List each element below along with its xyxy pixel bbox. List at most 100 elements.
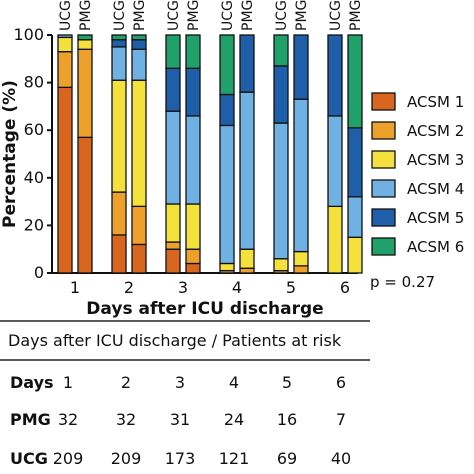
plot-area: 0 20 40 60 80 100 Percentage (%) Days after ICU… <box>0 0 364 319</box>
legend-label: ACSM 4 <box>407 180 464 198</box>
legend-label: ACSM 6 <box>407 238 464 256</box>
bar-group-label-ucg: UCG <box>166 0 182 31</box>
bar-segment-acsm-4-ucg-day-3 <box>165 110 181 205</box>
x-tick-label: 4 <box>232 278 242 297</box>
bar-segment-acsm-1-ucg-day-3 <box>165 248 181 274</box>
bar-segment-acsm-2-pmg-day-2 <box>131 205 147 246</box>
bar-segment-acsm-1-ucg-day-2 <box>111 234 127 274</box>
x-axis-title: Days after ICU discharge <box>86 299 323 319</box>
bar-group-label-pmg: PMG <box>348 0 364 31</box>
bar-segment-acsm-6-pmg-day-1 <box>77 34 93 41</box>
table-cell: 209 <box>111 449 142 468</box>
table-cell: 5 <box>282 373 292 392</box>
bar-segment-acsm-3-pmg-day-3 <box>185 203 201 250</box>
bar-group-label-pmg: PMG <box>240 0 256 31</box>
bar-group-label-ucg: UCG <box>112 0 128 31</box>
table-cell: 40 <box>331 449 351 468</box>
bar-segment-acsm-6-ucg-day-2 <box>111 34 127 41</box>
bar-segment-acsm-4-pmg-day-4 <box>239 91 255 250</box>
legend-swatch <box>371 208 396 227</box>
table-cell: 16 <box>277 410 297 429</box>
bar-segment-acsm-1-pmg-day-2 <box>131 243 147 274</box>
table-row-header: Days <box>10 373 54 392</box>
bar-segment-acsm-1-pmg-day-3 <box>185 262 201 274</box>
table-cell: 24 <box>224 410 244 429</box>
bar-segment-acsm-4-pmg-day-3 <box>185 115 201 205</box>
y-tick-label: 80 <box>24 73 44 92</box>
y-axis-title: Percentage (%) <box>0 80 20 228</box>
bar-segment-acsm-3-pmg-day-5 <box>293 250 309 267</box>
bar-segment-acsm-2-ucg-day-1 <box>57 51 73 89</box>
bar-segment-acsm-3-ucg-day-1 <box>57 36 73 53</box>
bar-group-label-ucg: UCG <box>328 0 344 31</box>
bar-segment-acsm-4-ucg-day-5 <box>273 122 289 260</box>
legend-label: ACSM 1 <box>407 93 464 111</box>
bar-group-label-pmg: PMG <box>186 0 202 31</box>
bar-segment-acsm-4-pmg-day-6 <box>347 196 363 238</box>
table-row-header: UCG <box>10 449 48 468</box>
bar-segment-acsm-2-ucg-day-2 <box>111 191 127 236</box>
bar-segment-acsm-4-ucg-day-6 <box>327 115 343 208</box>
bar-segment-acsm-2-pmg-day-3 <box>185 248 201 265</box>
table-row-header: PMG <box>10 410 51 429</box>
legend-swatch <box>371 150 396 169</box>
legend-swatch <box>371 237 396 256</box>
bar-segment-acsm-1-pmg-day-1 <box>77 136 93 274</box>
bar-segment-acsm-5-ucg-day-3 <box>165 67 181 112</box>
bar-segment-acsm-2-pmg-day-1 <box>77 48 93 138</box>
bar-segment-acsm-4-pmg-day-2 <box>131 48 147 81</box>
bar-group-label-ucg: UCG <box>58 0 74 31</box>
legend-label: ACSM 2 <box>407 122 464 140</box>
y-tick-label: 20 <box>24 215 44 234</box>
y-tick-label: 40 <box>24 168 44 187</box>
table-cell: 173 <box>165 449 196 468</box>
bar-segment-acsm-5-pmg-day-4 <box>239 34 255 93</box>
bar-segment-acsm-6-ucg-day-5 <box>273 34 289 67</box>
bar-segment-acsm-6-pmg-day-6 <box>347 34 363 129</box>
bar-segment-acsm-3-ucg-day-4 <box>219 262 235 272</box>
bar-segment-acsm-5-ucg-day-4 <box>219 93 235 127</box>
table-cell: 2 <box>121 373 131 392</box>
bar-segment-acsm-4-ucg-day-2 <box>111 46 127 81</box>
patients-at-risk-table: Days after ICU discharge / Patients at r… <box>0 320 370 468</box>
bar-group-label-ucg: UCG <box>274 0 290 31</box>
table-cell: 4 <box>229 373 239 392</box>
bar-segment-acsm-6-ucg-day-3 <box>165 34 181 69</box>
x-tick-label: 1 <box>70 278 80 297</box>
bar-segment-acsm-4-ucg-day-4 <box>219 124 235 265</box>
bar-segment-acsm-6-pmg-day-2 <box>131 34 147 41</box>
bar-segment-acsm-3-pmg-day-1 <box>77 39 93 50</box>
table-cell: 121 <box>219 449 250 468</box>
bar-segment-acsm-6-pmg-day-3 <box>185 34 201 69</box>
x-tick-label: 2 <box>124 278 134 297</box>
legend-label: ACSM 3 <box>407 151 464 169</box>
table-cell: 209 <box>53 449 84 468</box>
bar-segment-acsm-1-ucg-day-1 <box>57 86 73 274</box>
legend: ACSM 1 ACSM 2 ACSM 3 ACSM 4 ACSM 5 ACSM 6 <box>371 92 464 256</box>
bar-segment-acsm-3-ucg-day-6 <box>327 205 343 274</box>
table-cell: 32 <box>116 410 136 429</box>
bar-segment-acsm-3-ucg-day-3 <box>165 203 181 243</box>
bar-segment-acsm-3-ucg-day-5 <box>273 258 289 272</box>
bar-segment-acsm-5-ucg-day-6 <box>327 34 343 117</box>
x-tick-label: 6 <box>340 278 350 297</box>
table-cell: 6 <box>336 373 346 392</box>
table-cell: 32 <box>58 410 78 429</box>
bar-segment-acsm-5-pmg-day-3 <box>185 67 201 117</box>
bar-segment-acsm-5-pmg-day-5 <box>293 34 309 100</box>
table-cell: 1 <box>63 373 73 392</box>
y-tick-label: 0 <box>34 263 44 282</box>
legend-swatch <box>371 121 396 140</box>
bar-segment-acsm-5-pmg-day-6 <box>347 127 363 198</box>
table-cell: 31 <box>170 410 190 429</box>
bar-segment-acsm-4-ucg-day-1 <box>57 34 73 39</box>
x-tick-label: 5 <box>286 278 296 297</box>
bar-segment-acsm-3-ucg-day-2 <box>111 79 127 193</box>
bar-segment-acsm-5-ucg-day-5 <box>273 65 289 124</box>
y-tick-label: 100 <box>13 25 44 44</box>
bar-segment-acsm-5-pmg-day-2 <box>131 39 147 50</box>
bar-group-label-pmg: PMG <box>294 0 310 31</box>
table-cell: 69 <box>277 449 297 468</box>
table-cell: 7 <box>336 410 346 429</box>
table-title: Days after ICU discharge / Patients at r… <box>8 331 342 350</box>
